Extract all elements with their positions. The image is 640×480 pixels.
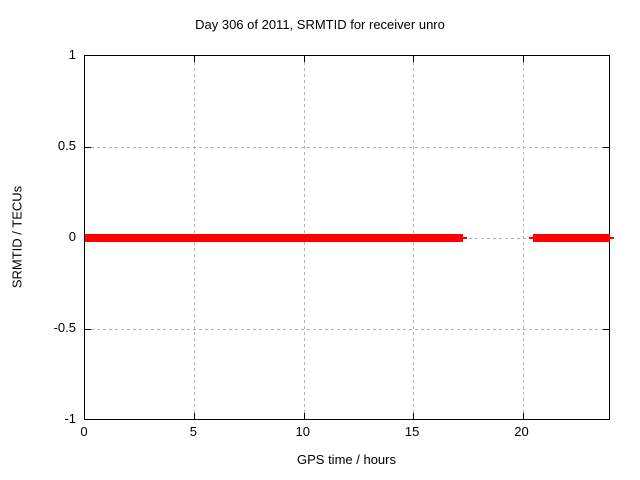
gridline-y--0.5	[85, 329, 609, 330]
series-segment-cap	[529, 237, 534, 239]
y-tick-mark	[85, 147, 91, 148]
x-axis-label: GPS time / hours	[297, 452, 396, 467]
gridline-x-20	[522, 56, 524, 419]
x-tick-mark	[303, 413, 305, 419]
y-axis-label: SRMTID / TECUs	[9, 185, 25, 289]
plot-area	[84, 55, 614, 420]
x-tick-mark	[522, 56, 524, 62]
series-segment	[85, 234, 464, 242]
chart-title: Day 306 of 2011, SRMTID for receiver unr…	[195, 17, 445, 32]
x-tick-label: 10	[295, 424, 310, 439]
y-tick-label: -1	[64, 411, 76, 426]
x-tick-label: 5	[189, 424, 197, 439]
x-tick-mark	[522, 413, 524, 419]
x-tick-mark	[413, 413, 415, 419]
y-tick-mark	[603, 329, 609, 330]
series-segment	[533, 234, 610, 242]
y-tick-label: 0.5	[57, 138, 76, 153]
series-segment-cap	[463, 237, 468, 239]
y-tick-mark	[603, 147, 609, 148]
x-tick-label: 0	[80, 424, 88, 439]
x-tick-label: 20	[514, 424, 529, 439]
x-tick-mark	[194, 413, 196, 419]
series-segment-cap	[610, 237, 614, 239]
x-tick-mark	[413, 56, 415, 62]
y-tick-label: 0	[68, 229, 76, 244]
x-tick-mark	[194, 56, 196, 62]
x-tick-mark	[303, 56, 305, 62]
y-tick-mark	[85, 329, 91, 330]
y-tick-label: -0.5	[53, 320, 76, 335]
gridline-y-0.5	[85, 147, 609, 148]
y-tick-label: 1	[68, 47, 76, 62]
x-tick-label: 15	[404, 424, 420, 439]
